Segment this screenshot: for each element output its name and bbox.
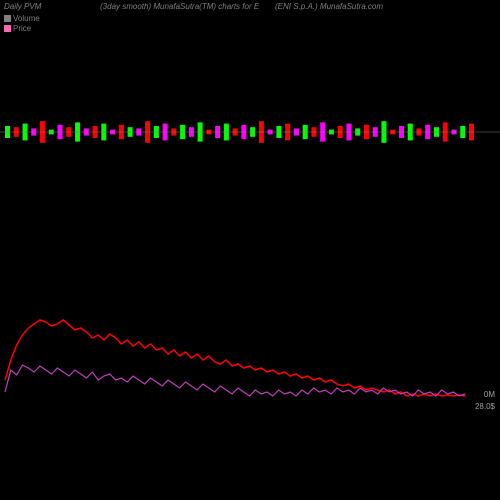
line-volume	[5, 365, 465, 396]
line-series	[5, 320, 465, 396]
line-price	[5, 320, 465, 396]
axis-label: 28.0$	[475, 402, 495, 411]
axis-label: 0M	[484, 390, 495, 399]
chart-canvas	[0, 0, 500, 500]
